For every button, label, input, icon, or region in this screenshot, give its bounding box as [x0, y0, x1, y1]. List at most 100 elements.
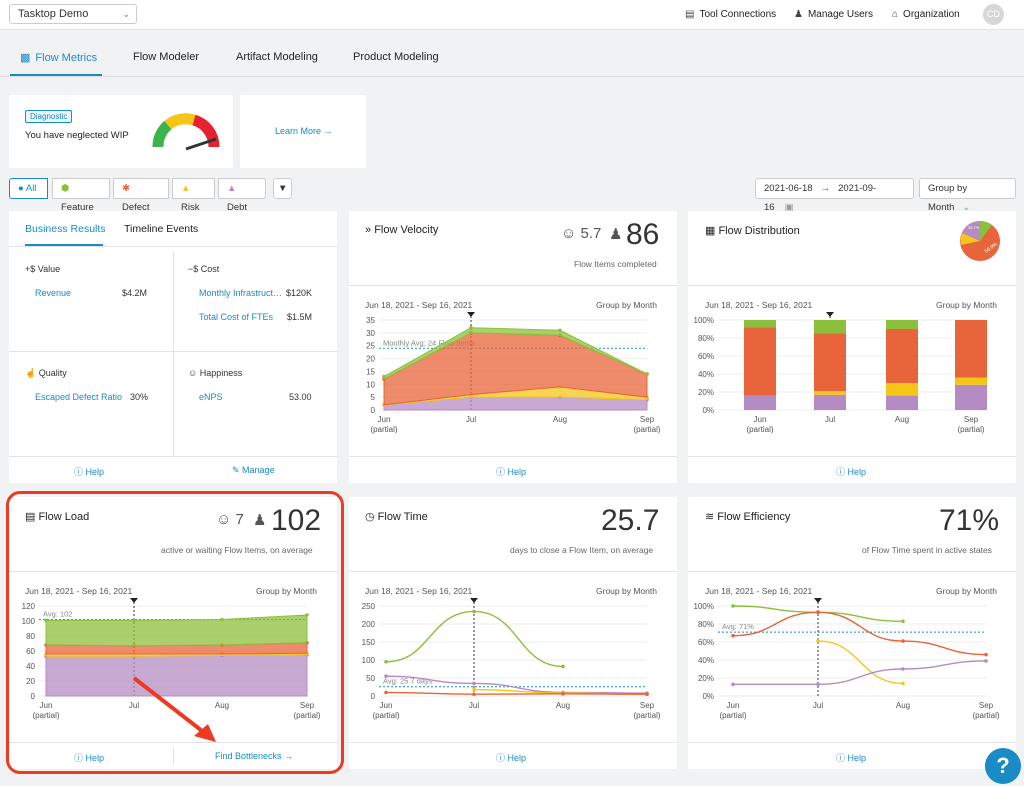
- filter-all[interactable]: ● All: [9, 178, 48, 199]
- data-point: [816, 639, 820, 643]
- clock-icon: ◷: [365, 511, 378, 523]
- bar-defect: [814, 333, 846, 392]
- filter-funnel-button[interactable]: ▼: [273, 178, 292, 199]
- filter-risk[interactable]: ▲ Risk: [172, 178, 215, 213]
- date-range-picker[interactable]: 2021-06-18 → 2021-09-16 ▣: [755, 178, 914, 213]
- tab-flow-modeler[interactable]: Flow Modeler: [133, 51, 200, 63]
- enps-link[interactable]: eNPS: [199, 392, 223, 402]
- line-defect: [385, 691, 648, 695]
- escaped-defect-link[interactable]: Escaped Defect Ratio: [35, 392, 123, 402]
- divider: [173, 252, 174, 457]
- data-point: [382, 374, 386, 379]
- bar-defect: [886, 329, 918, 383]
- organization-link[interactable]: ⌂ Organization: [892, 9, 960, 20]
- x-tick-label: Sep: [640, 415, 655, 424]
- x-tick-label: Jun: [754, 415, 767, 424]
- workspace-select[interactable]: Tasktop Demo ⌄: [9, 4, 137, 24]
- filter-feature[interactable]: ⬢ Feature: [52, 178, 110, 213]
- data-point: [561, 664, 565, 669]
- help-link[interactable]: ⓘ Help: [74, 751, 104, 764]
- find-bottlenecks-link[interactable]: Find Bottlenecks →: [215, 751, 293, 761]
- manage-link[interactable]: ✎ Manage: [232, 465, 275, 476]
- help-link[interactable]: ⓘ Help: [836, 751, 866, 764]
- data-point: [472, 609, 476, 614]
- question-icon: ⓘ: [836, 467, 848, 477]
- flow-time-subtitle: days to close a Flow Item, on average: [510, 545, 654, 555]
- data-point: [984, 659, 988, 663]
- data-point: [384, 674, 388, 678]
- help-link[interactable]: ⓘ Help: [496, 465, 526, 478]
- question-icon: ⓘ: [836, 753, 848, 763]
- load-count-small-text: 7: [235, 511, 244, 528]
- x-tick-label: (partial): [633, 711, 660, 720]
- cost-title: −$ Cost: [188, 264, 220, 274]
- y-tick-label: 80: [26, 632, 35, 641]
- y-tick-label: 20%: [698, 388, 714, 397]
- learn-more-link[interactable]: Learn More →: [275, 126, 333, 136]
- help-chat-button[interactable]: ?: [985, 748, 1021, 784]
- flow-distribution-chart: 0%20%40%60%80%100%Jun(partial)Jul Aug Sep(…: [694, 312, 987, 434]
- chart-icon: ▩: [20, 52, 31, 64]
- bar-debt: [744, 395, 776, 410]
- dot-icon: ●: [18, 183, 26, 194]
- data-point: [901, 639, 905, 643]
- manage-users-link[interactable]: ♟ Manage Users: [794, 9, 873, 20]
- y-tick-label: 15: [366, 367, 375, 376]
- learn-more-label: Learn More: [275, 126, 322, 136]
- team-icon: ♟: [253, 512, 267, 529]
- help-label: Help: [847, 467, 867, 477]
- x-tick-label: (partial): [957, 425, 984, 434]
- load-group-by: Group by Month: [256, 586, 317, 596]
- tool-connections-link[interactable]: ▤ Tool Connections: [685, 9, 776, 20]
- tab-artifact-modeling[interactable]: Artifact Modeling: [236, 51, 318, 63]
- filter-defect-label: Defect: [122, 202, 150, 213]
- happiness-title: ☺ Happiness: [188, 368, 242, 378]
- avatar[interactable]: CD: [983, 4, 1004, 25]
- pie-slice-risk: [960, 233, 980, 245]
- area-feature: [45, 614, 308, 647]
- flow-velocity-chart: 0 5 10 15 20 25 30 35 Monthly Avg: 24 Flow Items…: [366, 312, 661, 434]
- date-marker-icon: [467, 312, 475, 317]
- x-tick-label: (partial): [370, 425, 397, 434]
- y-tick-label: 150: [362, 638, 376, 647]
- data-point: [561, 692, 565, 696]
- divider: [349, 571, 677, 572]
- filter-risk-label: Risk: [181, 202, 200, 213]
- y-tick-label: 50: [366, 674, 375, 683]
- tab-business-results[interactable]: Business Results: [25, 223, 106, 235]
- diagnostic-message: You have neglected WIP: [25, 130, 129, 141]
- infrastructure-cost-link[interactable]: Monthly Infrastruct…: [199, 288, 283, 298]
- line-risk: [817, 640, 904, 685]
- x-tick-label: Sep: [300, 701, 315, 710]
- fte-cost-link[interactable]: Total Cost of FTEs: [199, 312, 274, 322]
- flow-efficiency-card: [688, 497, 1016, 769]
- pencil-icon: ✎: [232, 465, 243, 475]
- filter-defect[interactable]: ✱ Defect: [113, 178, 169, 213]
- arrow-right-icon: →: [284, 751, 294, 761]
- help-link[interactable]: ⓘ Help: [836, 465, 866, 478]
- x-tick-label: (partial): [372, 711, 399, 720]
- divider: [9, 571, 337, 572]
- chevron-down-icon: ⌄: [122, 9, 130, 19]
- tab-timeline-events[interactable]: Timeline Events: [124, 223, 199, 235]
- data-point: [984, 652, 988, 657]
- x-tick-label: Jun: [378, 415, 391, 424]
- help-link[interactable]: ⓘ Help: [496, 751, 526, 764]
- filter-debt[interactable]: ▲ Debt: [218, 178, 266, 213]
- question-icon: ⓘ: [74, 467, 86, 477]
- load-count-small: ☺ 7: [216, 511, 244, 528]
- load-date-range: Jun 18, 2021 - Sep 16, 2021: [25, 586, 133, 596]
- revenue-link[interactable]: Revenue: [35, 288, 72, 298]
- flow-load-title: ▤ Flow Load: [25, 510, 89, 523]
- x-tick-label: (partial): [293, 711, 320, 720]
- help-link[interactable]: ⓘ Help: [74, 465, 104, 478]
- group-by-select[interactable]: Group by Month ⌄: [919, 178, 1016, 213]
- line-debt: [385, 675, 648, 694]
- y-tick-label: 80%: [698, 334, 714, 343]
- divider: [9, 742, 337, 743]
- arrow-right-icon: →: [323, 126, 333, 136]
- tab-product-modeling[interactable]: Product Modeling: [353, 51, 439, 63]
- data-point: [220, 617, 224, 622]
- flow-time-title: ◷ Flow Time: [365, 510, 428, 523]
- tab-flow-metrics[interactable]: ▩ Flow Metrics: [20, 51, 97, 64]
